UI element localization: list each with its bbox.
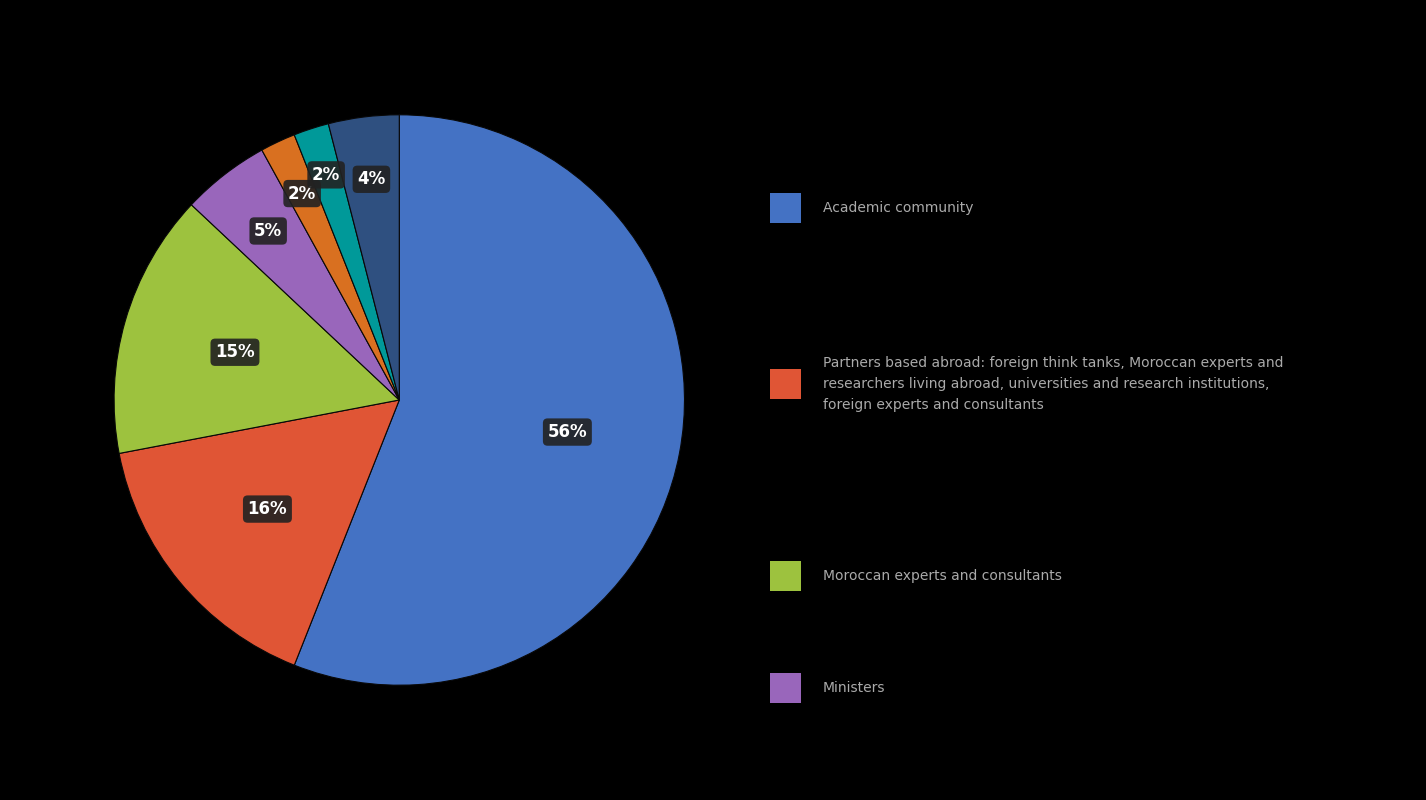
Text: 4%: 4%	[358, 170, 385, 188]
Wedge shape	[114, 205, 399, 454]
Wedge shape	[120, 400, 399, 665]
Text: Partners based abroad: foreign think tanks, Moroccan experts and
researchers liv: Partners based abroad: foreign think tan…	[823, 357, 1283, 411]
Wedge shape	[294, 114, 684, 685]
Text: 2%: 2%	[312, 166, 341, 184]
Text: Academic community: Academic community	[823, 201, 974, 215]
Text: 16%: 16%	[248, 500, 287, 518]
Wedge shape	[294, 124, 399, 400]
Text: 5%: 5%	[254, 222, 282, 240]
Wedge shape	[328, 114, 399, 400]
Text: 56%: 56%	[548, 423, 588, 441]
Text: 15%: 15%	[215, 343, 255, 362]
Text: Moroccan experts and consultants: Moroccan experts and consultants	[823, 569, 1062, 583]
Text: 2%: 2%	[288, 185, 317, 202]
Text: Ministers: Ministers	[823, 681, 886, 695]
Wedge shape	[262, 135, 399, 400]
Wedge shape	[191, 150, 399, 400]
